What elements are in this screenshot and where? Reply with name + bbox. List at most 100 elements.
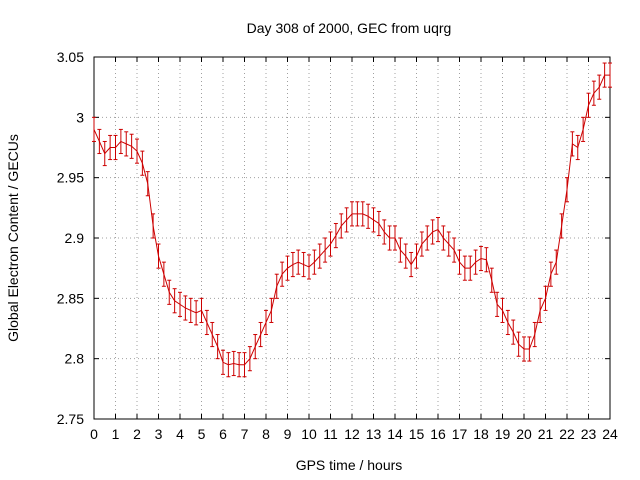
- error-bar: [452, 237, 457, 263]
- error-bar: [376, 210, 381, 237]
- error-bar: [102, 140, 107, 167]
- error-bar: [274, 273, 279, 299]
- x-tick-label: 2: [133, 426, 141, 442]
- x-tick-label: 11: [323, 426, 338, 442]
- axis-ticks: 0 1 2 3 4 5 6 7 8 9 10 11 12 13 14 15 16 17 18 19 20 21 22 23 24…: [57, 49, 618, 442]
- error-bar: [446, 231, 451, 257]
- y-tick-label: 2.8: [65, 351, 85, 367]
- error-bar: [425, 225, 430, 251]
- error-bar: [382, 219, 387, 245]
- y-tick-label: 2.9: [65, 230, 85, 246]
- error-bar: [473, 249, 478, 275]
- y-tick-label: 2.75: [57, 411, 84, 427]
- error-bar: [129, 133, 134, 159]
- error-bar: [489, 267, 494, 293]
- x-tick-label: 19: [495, 426, 511, 442]
- error-bar: [221, 349, 225, 375]
- error-bar: [479, 245, 483, 272]
- x-tick-label: 15: [409, 426, 425, 442]
- error-bar: [505, 309, 510, 336]
- error-bar: [199, 297, 204, 323]
- x-tick-label: 10: [301, 426, 317, 442]
- x-tick-label: 4: [176, 426, 184, 442]
- error-bar: [161, 261, 166, 287]
- error-bar: [398, 237, 403, 263]
- error-bar: [371, 207, 376, 233]
- error-bar: [151, 213, 156, 239]
- error-bar: [92, 116, 96, 142]
- error-bar: [441, 225, 446, 251]
- error-bar: [253, 334, 258, 360]
- error-bar: [387, 225, 392, 251]
- error-bar: [495, 291, 500, 317]
- error-bar: [285, 255, 290, 281]
- x-tick-label: 5: [198, 426, 206, 442]
- x-axis-label: GPS time / hours: [296, 457, 403, 473]
- error-bar: [178, 291, 182, 317]
- error-bar: [140, 150, 145, 176]
- error-bar: [591, 80, 596, 106]
- error-bar: [559, 213, 564, 239]
- gridlines: [94, 57, 610, 419]
- y-axis-label: Global Electron Content / GECUs: [5, 134, 21, 342]
- y-tick-label: 3.05: [57, 49, 84, 65]
- error-bar: [462, 255, 467, 281]
- x-tick-label: 6: [219, 426, 227, 442]
- error-bar: [608, 62, 612, 88]
- chart-title: Day 308 of 2000, GEC from uqrg: [247, 20, 452, 36]
- error-bar: [258, 321, 263, 348]
- y-tick-label: 2.95: [57, 170, 84, 186]
- error-bar: [484, 247, 489, 273]
- error-bar: [204, 309, 209, 336]
- error-bar: [565, 177, 569, 203]
- error-bar: [500, 297, 505, 323]
- error-bar: [296, 249, 301, 275]
- x-tick-label: 16: [430, 426, 446, 442]
- error-bar: [231, 350, 236, 377]
- x-tick-label: 24: [602, 426, 618, 442]
- error-bar: [215, 334, 220, 360]
- error-bar: [194, 300, 199, 326]
- error-bar: [247, 346, 252, 372]
- error-bar: [118, 128, 123, 155]
- error-bar: [350, 201, 354, 227]
- error-bar: [355, 201, 360, 227]
- error-bar: [328, 231, 333, 257]
- error-bar: [237, 352, 242, 378]
- x-tick-label: 18: [473, 426, 489, 442]
- error-bar: [226, 352, 231, 378]
- x-tick-label: 13: [366, 426, 382, 442]
- error-bar: [108, 134, 113, 161]
- error-bar: [333, 223, 338, 249]
- error-bar: [269, 297, 274, 323]
- error-bar: [468, 255, 473, 281]
- error-bar: [210, 321, 215, 348]
- error-bar: [543, 285, 548, 311]
- error-bar: [124, 131, 129, 157]
- y-tick-label: 3: [76, 109, 84, 125]
- x-tick-label: 12: [344, 426, 360, 442]
- error-bar: [554, 249, 559, 275]
- error-bar: [339, 213, 344, 239]
- error-bar: [597, 74, 602, 100]
- error-bar: [301, 251, 306, 278]
- error-bar: [167, 279, 172, 305]
- error-bar: [548, 261, 553, 287]
- error-bar: [290, 251, 295, 278]
- error-bar: [317, 243, 322, 269]
- error-bar: [516, 331, 521, 357]
- error-bar: [430, 219, 435, 245]
- error-bar: [586, 92, 591, 118]
- error-bar: [113, 134, 118, 161]
- error-bar: [581, 116, 586, 142]
- error-bar: [602, 62, 607, 88]
- error-bar: [344, 207, 349, 233]
- error-bar: [156, 243, 161, 269]
- x-tick-label: 23: [581, 426, 597, 442]
- x-tick-label: 7: [241, 426, 249, 442]
- x-tick-label: 3: [155, 426, 163, 442]
- error-bar: [403, 243, 408, 269]
- error-bar: [312, 249, 317, 275]
- error-bar: [183, 295, 188, 321]
